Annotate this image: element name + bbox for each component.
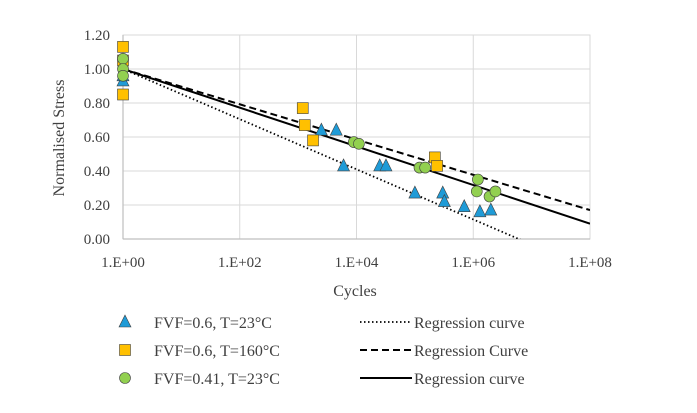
data-point-circle bbox=[470, 185, 483, 198]
legend-label-series-3: FVF=0.41, T=23°C bbox=[154, 371, 280, 388]
x-tick-label: 1.E+02 bbox=[218, 255, 262, 271]
x-tick-label: 1.E+08 bbox=[568, 255, 612, 271]
data-point-square bbox=[307, 134, 319, 147]
legend-label-series-1: FVF=0.6, T=23°C bbox=[154, 315, 272, 332]
tick-labels: 0.00 0.20 0.40 0.60 0.80 1.00 1.20 1.E+00 1.E+02… bbox=[84, 28, 612, 271]
data-points bbox=[116, 41, 502, 218]
y-tick-label: 0.20 bbox=[84, 198, 110, 214]
y-tick-label: 0.40 bbox=[84, 164, 110, 180]
legend-marker-triangle bbox=[118, 314, 132, 328]
data-point-triangle bbox=[484, 202, 498, 216]
y-tick-label: 0.00 bbox=[84, 232, 110, 248]
data-point-circle bbox=[353, 138, 365, 150]
data-point-triangle bbox=[379, 158, 393, 172]
data-point-triangle bbox=[408, 185, 422, 199]
data-point-square bbox=[117, 41, 129, 53]
data-point-circle bbox=[117, 52, 129, 65]
legend-label-series-2: FVF=0.6, T=160°C bbox=[154, 343, 280, 360]
y-tick-label: 0.60 bbox=[84, 130, 110, 146]
data-point-triangle bbox=[436, 185, 450, 199]
data-point-circle bbox=[489, 185, 502, 198]
data-point-circle bbox=[419, 161, 431, 174]
legend-marker-circle bbox=[119, 372, 131, 384]
x-axis-title: Cycles bbox=[333, 283, 377, 300]
data-point-circle bbox=[472, 173, 484, 186]
x-tick-label: 1.E+00 bbox=[101, 255, 145, 271]
y-tick-label: 1.00 bbox=[84, 62, 110, 78]
legend-marker-square bbox=[119, 344, 131, 356]
data-point-square bbox=[117, 88, 129, 101]
x-tick-label: 1.E+04 bbox=[335, 255, 379, 271]
x-tick-label: 1.E+06 bbox=[451, 255, 495, 271]
regression-line-dotted bbox=[123, 68, 522, 239]
data-point-square bbox=[298, 119, 311, 131]
y-tick-label: 1.20 bbox=[84, 28, 110, 44]
data-point-circle bbox=[117, 70, 129, 82]
legend-label-regression-3: Regression curve bbox=[414, 371, 525, 388]
data-point-square bbox=[431, 160, 443, 172]
data-point-triangle bbox=[473, 204, 487, 218]
data-point-triangle bbox=[437, 193, 451, 207]
y-axis-title: Normalised Stress bbox=[51, 80, 68, 197]
data-point-triangle bbox=[329, 122, 343, 136]
data-point-triangle bbox=[314, 122, 328, 136]
legend-label-regression-1: Regression curve bbox=[414, 315, 525, 332]
data-point-triangle bbox=[337, 158, 351, 172]
data-point-triangle bbox=[457, 199, 471, 212]
legend: FVF=0.6, T=23°C FVF=0.6, T=160°C FVF=0.4… bbox=[118, 314, 528, 388]
legend-label-regression-2: Regression Curve bbox=[414, 343, 528, 360]
data-point-square bbox=[296, 102, 309, 114]
y-tick-label: 0.80 bbox=[84, 96, 110, 112]
